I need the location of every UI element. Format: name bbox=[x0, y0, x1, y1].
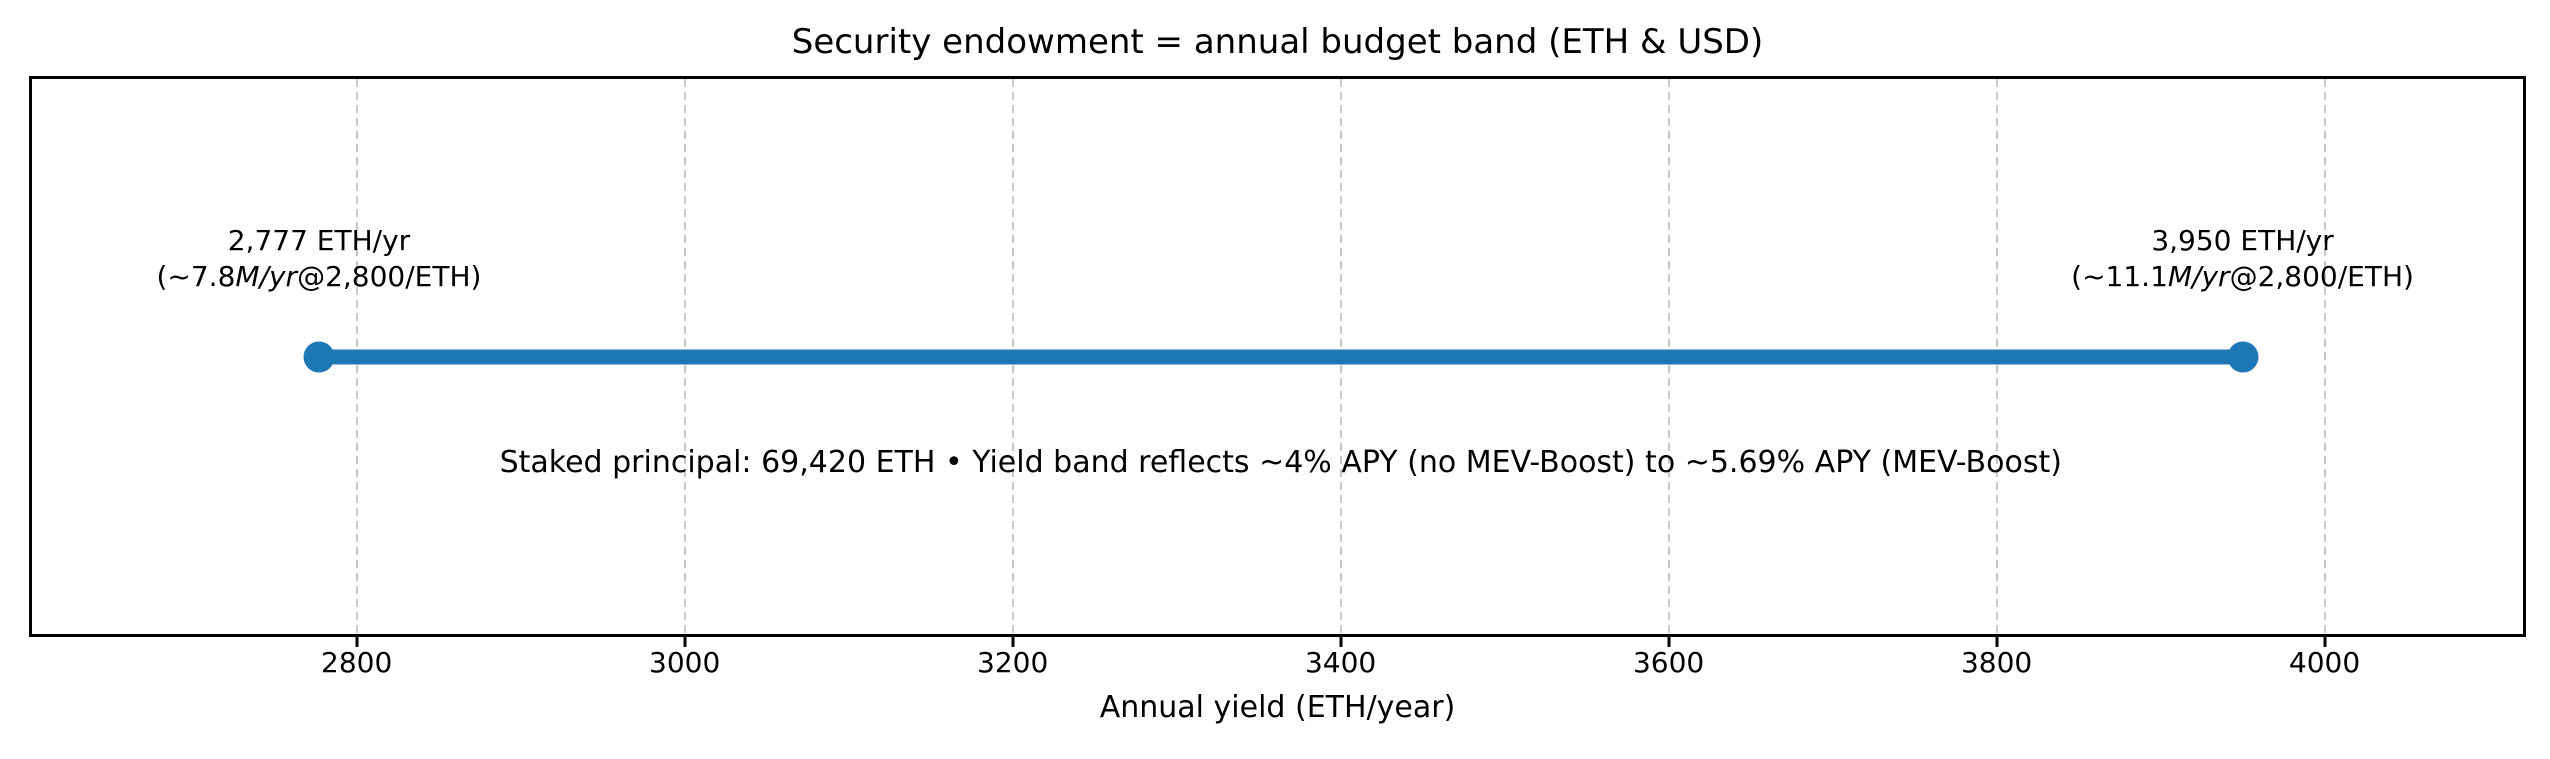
gridline bbox=[2323, 79, 2326, 634]
tick-label: 3800 bbox=[1960, 646, 2033, 679]
tick-mark bbox=[1339, 637, 1343, 647]
x-axis-label: Annual yield (ETH/year) bbox=[1099, 690, 1456, 725]
annotation-low-line2-suffix: @2,800/ETH) bbox=[297, 260, 482, 294]
annotation-low-line2: (~7.8M/yr@2,800/ETH) bbox=[156, 259, 481, 295]
band-end-marker bbox=[2227, 341, 2259, 372]
tick-mark bbox=[1667, 637, 1671, 647]
tick-mark bbox=[1995, 637, 1999, 647]
tick-label: 2800 bbox=[321, 646, 393, 679]
tick-mark bbox=[355, 637, 359, 647]
annotation-low: 2,777 ETH/yr (~7.8M/yr@2,800/ETH) bbox=[156, 223, 481, 295]
annotation-high-line2: (~11.1M/yr@2,800/ETH) bbox=[2071, 259, 2414, 295]
band-start-marker bbox=[303, 341, 335, 372]
annotation-high-line1: 3,950 ETH/yr bbox=[2151, 224, 2334, 258]
chart-title: Security endowment = annual budget band … bbox=[791, 22, 1764, 62]
tick-mark bbox=[683, 637, 687, 647]
annotation-high: 3,950 ETH/yr (~11.1M/yr@2,800/ETH) bbox=[2071, 223, 2414, 295]
note-text: Staked principal: 69,420 ETH • Yield ban… bbox=[499, 445, 2062, 481]
range-band bbox=[318, 349, 2243, 364]
tick-label: 4000 bbox=[2288, 646, 2361, 679]
plot-area: 2,777 ETH/yr (~7.8M/yr@2,800/ETH) 3,950 … bbox=[29, 76, 2526, 679]
tick-label: 3000 bbox=[649, 646, 721, 679]
tick-label: 3200 bbox=[977, 646, 1049, 679]
tick-label: 3400 bbox=[1304, 646, 1377, 679]
tick-label: 3600 bbox=[1632, 646, 1705, 679]
annotation-high-line2-prefix: (~11.1 bbox=[2071, 260, 2168, 294]
annotation-low-line2-italic: M/yr bbox=[235, 260, 298, 294]
annotation-high-line2-suffix: @2,800/ETH) bbox=[2229, 260, 2414, 294]
annotation-high-line2-italic: M/yr bbox=[2167, 260, 2230, 294]
annotation-low-line1: 2,777 ETH/yr bbox=[227, 224, 411, 258]
tick-mark bbox=[1011, 637, 1015, 647]
tick-mark bbox=[2323, 637, 2327, 647]
annotation-low-line2-prefix: (~7.8 bbox=[156, 260, 236, 294]
